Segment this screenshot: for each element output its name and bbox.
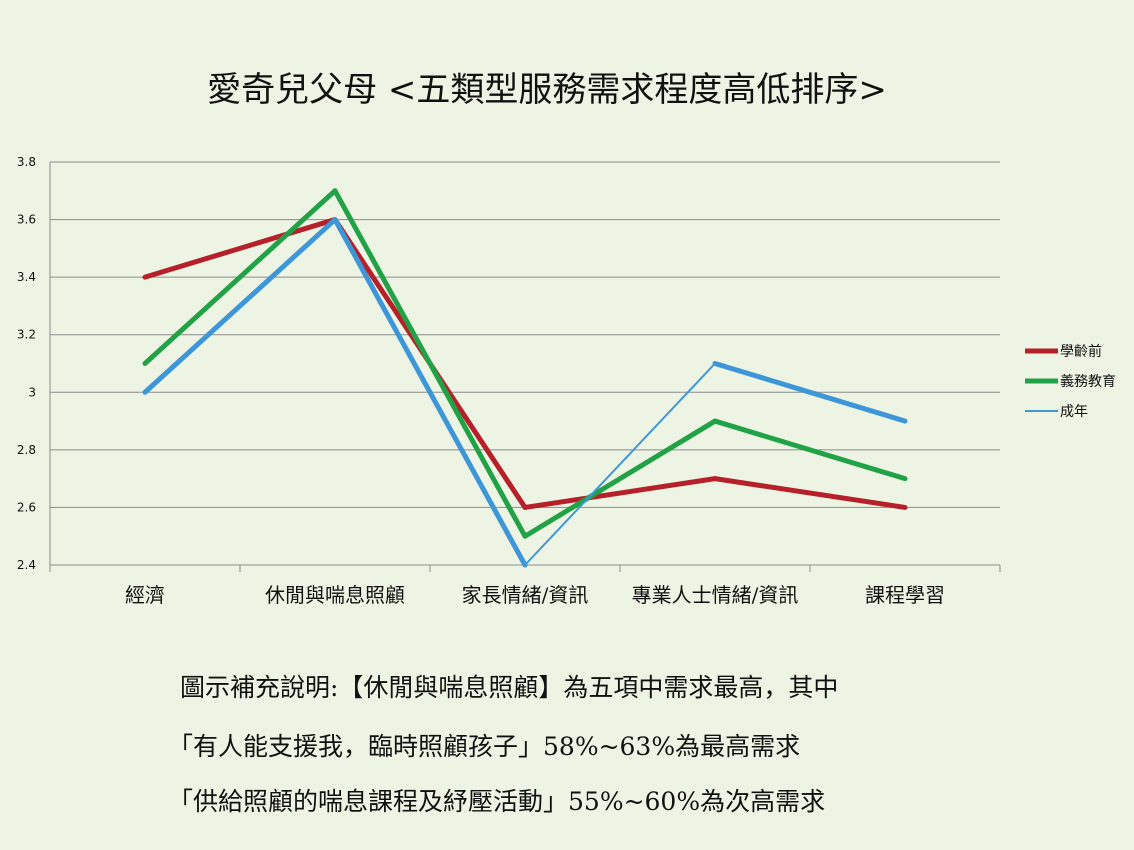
axes: 2.4 2.6 2.8 3 3.2 3.4 3.6 3.8 經濟 休閒與喘息照顧 家長情緒/資訊 專業… <box>17 155 1001 607</box>
note-line-3: 「供給照顧的喘息課程及紓壓活動」55%~60%為次高需求 <box>168 787 826 816</box>
x-tick-label: 休閒與喘息照顧 <box>265 583 405 607</box>
y-tick-label: 2.8 <box>17 443 36 457</box>
series-2 <box>142 188 908 539</box>
y-tick-label: 3.6 <box>17 213 36 227</box>
series-segment <box>712 418 908 482</box>
note-line-1: 圖示補充說明:【休閒與喘息照顧】為五項中需求最高，其中 <box>180 673 839 702</box>
legend-label: 學齡前 <box>1060 343 1102 360</box>
legend-label: 成年 <box>1060 404 1088 420</box>
y-tick-label: 3.8 <box>17 155 36 169</box>
chart-title: 愛奇兒父母 <五類型服務需求程度高低排序> <box>207 70 887 110</box>
series-segment <box>142 188 338 366</box>
x-tick-label: 課程學習 <box>865 583 945 607</box>
legend-label: 義務教育 <box>1060 373 1116 390</box>
series-segment <box>524 362 716 566</box>
series-3 <box>142 217 908 568</box>
series-segment <box>142 217 338 395</box>
y-tick-label: 2.4 <box>17 558 36 572</box>
x-tick-label: 專業人士情緒/資訊 <box>632 583 799 607</box>
series-segment <box>712 476 908 510</box>
series-segment <box>142 217 338 280</box>
y-tick-label: 3.4 <box>17 270 36 284</box>
x-tick-label: 經濟 <box>125 583 165 607</box>
series-segment <box>332 217 528 568</box>
x-tick-label: 家長情緒/資訊 <box>462 583 589 607</box>
y-tick-label: 3 <box>28 385 36 399</box>
series-segment <box>712 361 908 424</box>
y-tick-label: 3.2 <box>17 328 36 342</box>
series-lines <box>142 188 908 568</box>
note-line-2: 「有人能支援我，臨時照顧孩子」58%~63%為最高需求 <box>168 732 801 761</box>
series-segment <box>522 418 718 539</box>
y-tick-label: 2.6 <box>17 500 36 514</box>
series-segment <box>332 188 528 539</box>
series-segment <box>522 476 718 510</box>
